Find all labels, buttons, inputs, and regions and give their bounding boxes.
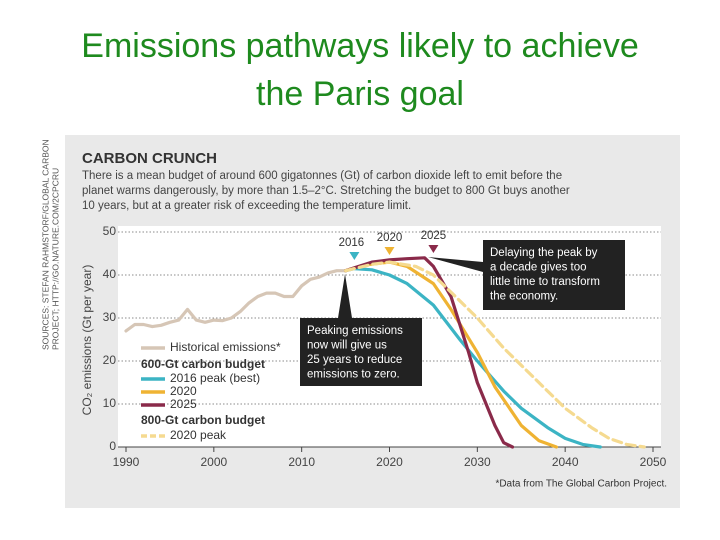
source-line: SOURCES: STEFAN RAHMSTORF/GLOBAL CARBON (40, 139, 50, 350)
annotation-text: Delaying the peak by (490, 247, 598, 259)
series-line (124, 269, 348, 333)
annotation-text: emissions to zero. (307, 369, 400, 381)
y-tick-label: 40 (103, 267, 117, 281)
y-axis-label: CO₂ emissions (Gt per year) (80, 265, 94, 416)
title-line: Emissions pathways likely to achieve (81, 27, 639, 65)
title-line: the Paris goal (256, 75, 464, 113)
subtitle-line: 10 years, but at a greater risk of excee… (82, 200, 411, 212)
y-tick-label: 30 (103, 310, 117, 324)
legend-heading: 600-Gt carbon budget (141, 357, 265, 371)
peak-marker (384, 247, 395, 255)
subtitle-line: There is a mean budget of around 600 gig… (82, 170, 562, 182)
slide-title: Emissions pathways likely to achieve the… (0, 22, 720, 118)
legend-label: 2020 peak (170, 428, 227, 442)
annotation-text: Peaking emissions (307, 325, 403, 337)
x-tick-label: 2010 (288, 455, 315, 469)
source-line: PROJECT; HTTP://GO.NATURE.COM/2CPCRU (50, 168, 60, 350)
peak-label: 2025 (421, 230, 447, 242)
legend-label: 2020 (170, 384, 197, 398)
annotation-pointer (428, 257, 483, 272)
x-tick-label: 1990 (113, 455, 140, 469)
peak-marker (428, 245, 439, 253)
legend-label: 2025 (170, 397, 197, 411)
peak-label: 2016 (339, 237, 365, 249)
y-tick-label: 20 (103, 353, 117, 367)
legend-heading: 800-Gt carbon budget (141, 413, 265, 427)
subtitle-line: planet warms dangerously, by more than 1… (82, 185, 570, 197)
x-tick-label: 2000 (200, 455, 227, 469)
peak-label: 2020 (377, 232, 403, 244)
y-tick-label: 0 (109, 439, 116, 453)
annotation-text: now will give us (307, 340, 387, 352)
annotation-box (483, 240, 625, 310)
x-tick-label: 2030 (464, 455, 491, 469)
footnote: *Data from The Global Carbon Project. (495, 479, 667, 490)
chart-title: CARBON CRUNCH (82, 150, 217, 167)
y-tick-label: 10 (103, 396, 117, 410)
annotation-text: the economy. (490, 291, 558, 303)
x-tick-label: 2050 (640, 455, 667, 469)
x-tick-label: 2020 (376, 455, 403, 469)
peak-marker (349, 252, 360, 260)
legend-label: Historical emissions* (170, 340, 281, 354)
source-note: SOURCES: STEFAN RAHMSTORF/GLOBAL CARBON … (40, 139, 60, 350)
y-tick-label: 50 (103, 224, 117, 238)
annotation-text: little time to transform (490, 276, 600, 288)
annotation-text: 25 years to reduce (307, 354, 402, 366)
x-tick-label: 2040 (552, 455, 579, 469)
annotation-box (300, 318, 422, 386)
legend-label: 2016 peak (best) (170, 371, 260, 385)
annotation-text: a decade gives too (490, 262, 587, 274)
series-line (344, 260, 646, 449)
annotation-pointer (338, 274, 352, 318)
